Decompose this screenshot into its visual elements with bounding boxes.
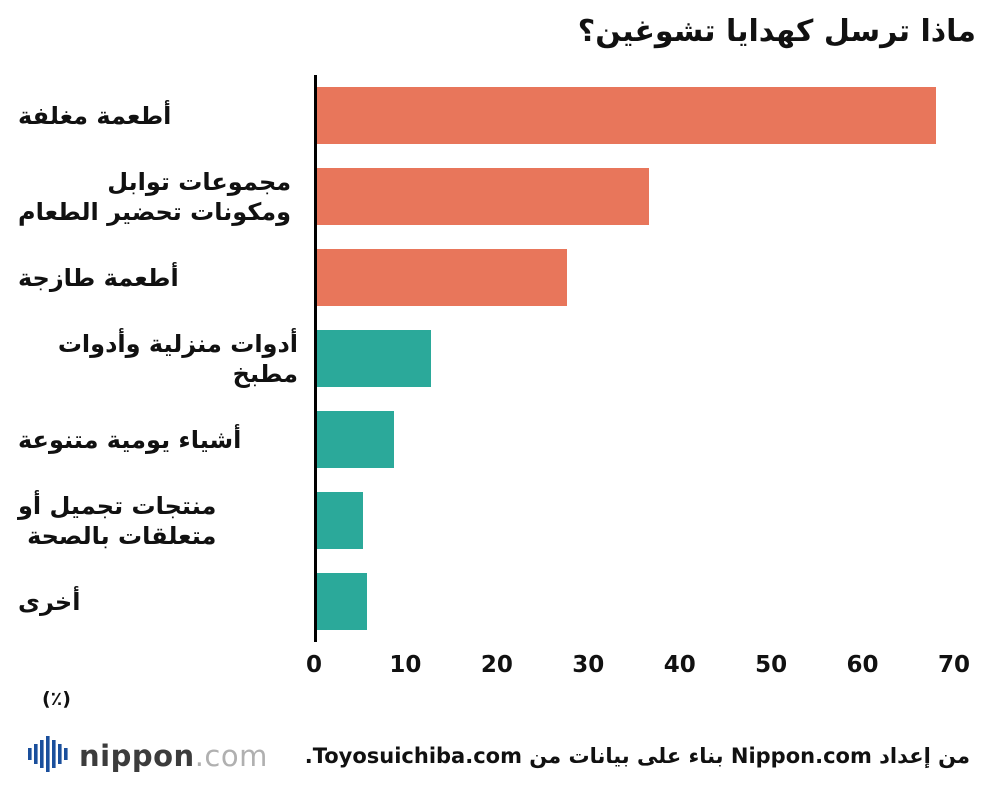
axis-tick-label: 40 xyxy=(663,652,696,678)
axis-tick-label: 30 xyxy=(572,652,605,678)
bar-track xyxy=(314,399,954,480)
category-label: أخرى xyxy=(18,587,81,616)
bar xyxy=(317,573,368,630)
attribution-text: من إعداد Nippon.com بناء على بيانات من T… xyxy=(304,744,970,768)
bar xyxy=(317,330,431,387)
nippon-logo: nippon.com xyxy=(28,736,268,776)
bar xyxy=(317,492,363,549)
chart-row: أخرى xyxy=(18,561,982,642)
axis-tick-label: 70 xyxy=(937,652,971,678)
x-axis: 0 10 20 30 40 50 60 70 xyxy=(18,642,982,686)
category-label: مجموعات توابل ومكونات تحضير الطعام xyxy=(18,167,292,226)
bar-track xyxy=(314,156,954,237)
tick-area: 0 10 20 30 40 50 60 70 xyxy=(306,642,970,686)
bar-chart: أطعمة مغلفة مجموعات توابل ومكونات تحضير … xyxy=(18,75,982,710)
bar-track xyxy=(314,561,954,642)
chart-row: أشياء يومية متنوعة xyxy=(18,399,982,480)
axis-tick-label: 10 xyxy=(389,652,422,678)
nippon-logo-icon xyxy=(28,736,70,776)
footer: nippon.com من إعداد Nippon.com بناء على … xyxy=(18,710,982,776)
bar xyxy=(317,168,650,225)
bar xyxy=(317,87,936,144)
category-label: منتجات تجميل أو متعلقات بالصحة xyxy=(18,491,217,550)
chart-row: مجموعات توابل ومكونات تحضير الطعام xyxy=(18,156,982,237)
logo-main-text: nippon xyxy=(79,739,195,773)
category-label: أطعمة طازجة xyxy=(18,263,179,292)
bar-track xyxy=(314,75,954,156)
bar xyxy=(317,411,395,468)
chart-row: منتجات تجميل أو متعلقات بالصحة xyxy=(18,480,982,561)
bar xyxy=(317,249,568,306)
bar-track xyxy=(314,318,954,399)
bar-rows: أطعمة مغلفة مجموعات توابل ومكونات تحضير … xyxy=(18,75,982,642)
axis-tick-label: 20 xyxy=(480,652,513,678)
bar-track xyxy=(314,237,954,318)
bar-track xyxy=(314,480,954,561)
axis-tick-label: 60 xyxy=(846,652,879,678)
chart-row: أطعمة طازجة xyxy=(18,237,982,318)
axis-tick-label: 0 xyxy=(305,652,323,678)
chart-row: أطعمة مغلفة xyxy=(18,75,982,156)
category-label: أشياء يومية متنوعة xyxy=(18,425,242,454)
logo-suffix-text: .com xyxy=(194,739,268,773)
category-label: أدوات منزلية وأدوات مطبخ xyxy=(57,329,298,388)
chart-row: أدوات منزلية وأدوات مطبخ xyxy=(18,318,982,399)
nippon-logo-text: nippon.com xyxy=(79,739,268,773)
category-label: أطعمة مغلفة xyxy=(18,101,172,130)
axis-tick-label: 50 xyxy=(755,652,788,678)
percent-unit-label: (٪) xyxy=(42,688,71,710)
page-title: ماذا ترسل كهدايا تشوغين؟ xyxy=(577,14,976,49)
axis-spacer xyxy=(18,642,314,686)
